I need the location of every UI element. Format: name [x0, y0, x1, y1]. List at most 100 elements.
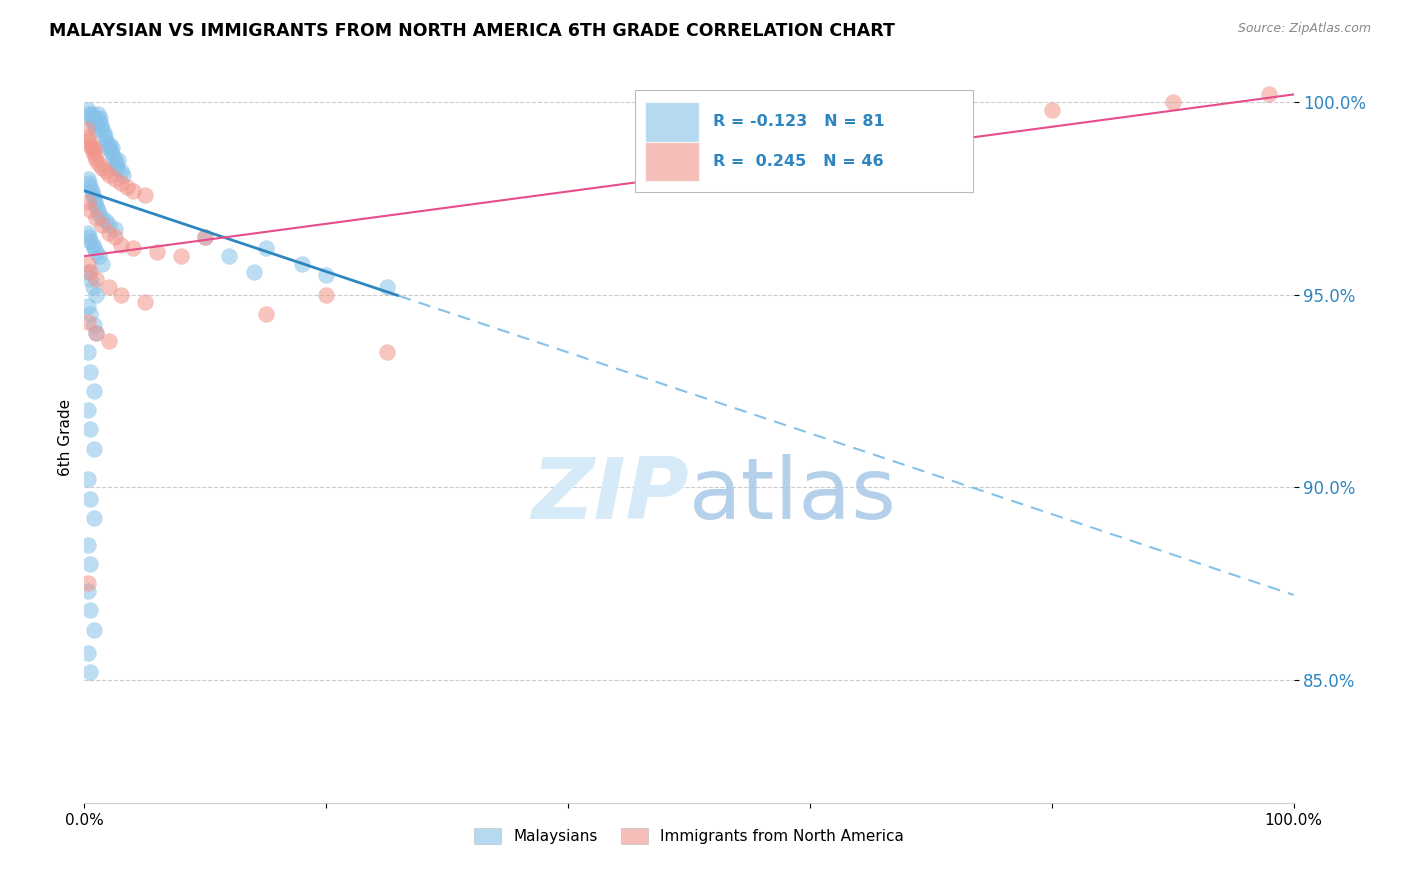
Point: [91, 211, 114, 225]
Point: [77, 195, 100, 210]
Point: [83, 384, 105, 398]
Point: [82, 280, 104, 294]
Point: [1040, 103, 1063, 117]
Point: [83, 318, 105, 333]
Point: [94, 129, 117, 144]
Point: [104, 157, 127, 171]
Point: [146, 245, 169, 260]
Point: [1258, 87, 1281, 102]
Point: [79, 365, 101, 379]
Point: [77, 299, 100, 313]
Point: [315, 287, 337, 301]
Point: [76, 122, 98, 136]
Point: [86, 122, 108, 136]
Point: [86, 211, 108, 225]
Point: [77, 646, 100, 660]
Point: [79, 202, 101, 217]
Point: [77, 584, 100, 599]
Text: Source: ZipAtlas.com: Source: ZipAtlas.com: [1237, 22, 1371, 36]
Point: [77, 576, 100, 591]
Point: [920, 114, 942, 128]
Point: [1161, 95, 1184, 110]
Point: [87, 207, 110, 221]
Point: [97, 334, 120, 348]
Point: [80, 141, 103, 155]
Point: [291, 257, 314, 271]
Point: [84, 195, 107, 210]
Point: [83, 442, 105, 456]
Point: [77, 172, 100, 186]
Point: [77, 538, 100, 552]
Point: [79, 557, 101, 571]
Point: [82, 114, 104, 128]
Y-axis label: 6th Grade: 6th Grade: [58, 399, 73, 475]
Point: [86, 199, 108, 213]
Point: [79, 111, 101, 125]
Point: [87, 157, 110, 171]
Point: [80, 184, 103, 198]
Point: [79, 422, 101, 436]
Point: [121, 242, 143, 256]
Point: [97, 219, 120, 233]
Point: [91, 161, 114, 175]
Point: [86, 287, 108, 301]
Point: [77, 226, 100, 240]
Point: [104, 172, 127, 186]
Point: [83, 242, 105, 256]
Point: [87, 249, 110, 263]
Point: [96, 137, 118, 152]
Point: [77, 345, 100, 359]
Point: [77, 176, 100, 190]
Point: [375, 280, 398, 294]
Point: [375, 345, 398, 359]
Point: [218, 249, 240, 263]
Point: [86, 272, 108, 286]
Point: [97, 226, 120, 240]
Point: [104, 230, 127, 244]
Point: [79, 665, 101, 679]
FancyBboxPatch shape: [634, 90, 973, 192]
Point: [77, 134, 100, 148]
Point: [94, 134, 117, 148]
Point: [79, 234, 101, 248]
Point: [83, 118, 105, 132]
Point: [86, 326, 108, 340]
Point: [194, 230, 217, 244]
Point: [121, 184, 143, 198]
Point: [112, 169, 135, 183]
Point: [77, 264, 100, 278]
Point: [82, 237, 104, 252]
Point: [94, 164, 117, 178]
Point: [79, 491, 101, 506]
Legend: Malaysians, Immigrants from North America: Malaysians, Immigrants from North Americ…: [468, 822, 910, 850]
Point: [100, 145, 122, 160]
Point: [91, 257, 114, 271]
Point: [80, 106, 103, 120]
Point: [97, 280, 120, 294]
Text: MALAYSIAN VS IMMIGRANTS FROM NORTH AMERICA 6TH GRADE CORRELATION CHART: MALAYSIAN VS IMMIGRANTS FROM NORTH AMERI…: [49, 22, 896, 40]
Point: [94, 214, 117, 228]
Point: [104, 222, 127, 236]
Point: [79, 307, 101, 321]
Point: [105, 161, 128, 175]
Point: [77, 103, 100, 117]
Text: R =  0.245   N = 46: R = 0.245 N = 46: [713, 153, 884, 169]
FancyBboxPatch shape: [645, 142, 699, 181]
Point: [315, 268, 337, 283]
Text: ZIP: ZIP: [531, 454, 689, 537]
Point: [82, 187, 104, 202]
Point: [89, 111, 111, 125]
Point: [242, 264, 264, 278]
Point: [93, 126, 115, 140]
Point: [254, 242, 277, 256]
Point: [103, 149, 125, 163]
Point: [97, 169, 120, 183]
Point: [97, 141, 120, 155]
Point: [115, 179, 138, 194]
Point: [110, 176, 132, 190]
Point: [77, 129, 100, 144]
Point: [86, 202, 108, 217]
Point: [86, 106, 108, 120]
Point: [84, 111, 107, 125]
Point: [110, 164, 132, 178]
